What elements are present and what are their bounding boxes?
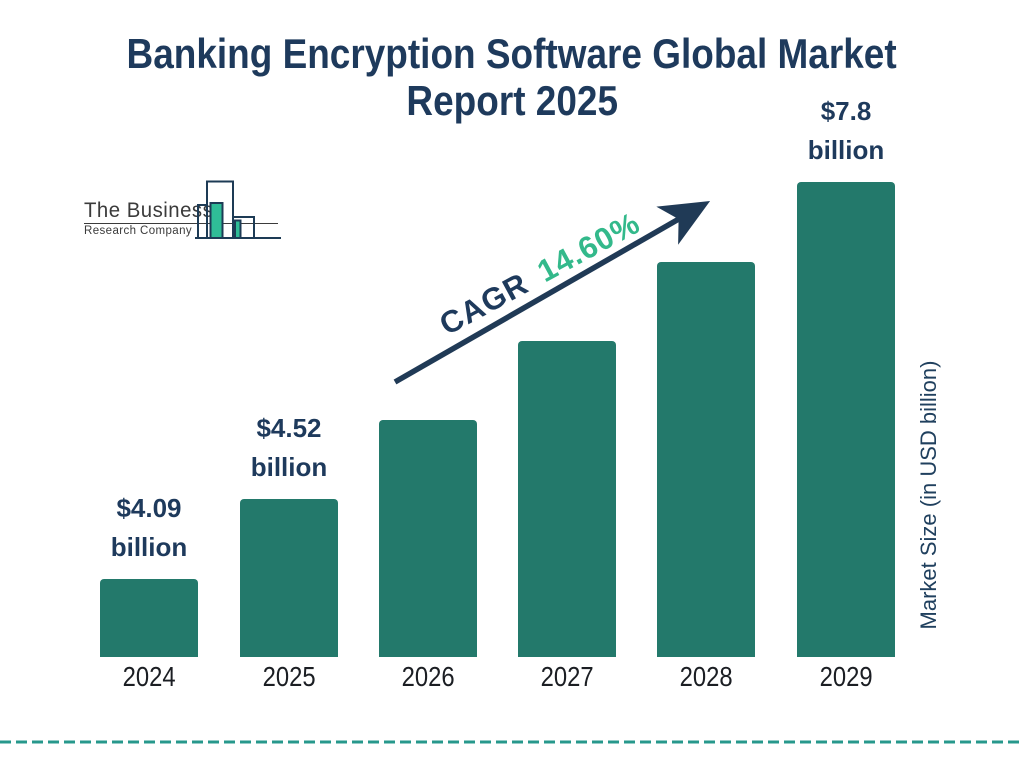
bar-2029	[797, 182, 895, 657]
x-axis-label-2024: 2024	[122, 661, 176, 692]
bar-2026	[379, 420, 477, 657]
page-title-line1: Banking Encryption Software Global Marke…	[126, 30, 898, 77]
logo-company-subtitle: Research Company	[84, 225, 193, 237]
x-axis-label-2028: 2028	[679, 661, 733, 692]
bar-value-label-2025: $4.52 billion	[250, 413, 328, 482]
x-axis-label-2027: 2027	[540, 661, 594, 692]
bar-chart-logo-icon	[195, 180, 281, 247]
x-axis-label-2029: 2029	[819, 661, 873, 692]
page-title: Banking Encryption Software Global Marke…	[0, 30, 1024, 124]
bottom-dashed-divider	[0, 732, 1024, 750]
bar-2027	[518, 341, 616, 657]
growth-arrow-icon	[388, 196, 713, 396]
y-axis-title: Market Size (in USD billion)	[916, 360, 941, 630]
x-axis-label-2025: 2025	[262, 661, 316, 692]
x-axis-label-2026: 2026	[401, 661, 455, 692]
bar-2025	[240, 499, 338, 657]
company-logo: The Business Research Company	[84, 180, 284, 245]
bar-value-label-2024: $4.09 billion	[110, 493, 188, 562]
bar-2024	[100, 579, 198, 657]
bar-2028	[657, 262, 755, 657]
page-title-line2: Report 2025	[406, 77, 618, 124]
logo-company-name: The Business	[84, 200, 278, 224]
bar-value-label-2029: $7.8 billion	[807, 96, 885, 165]
